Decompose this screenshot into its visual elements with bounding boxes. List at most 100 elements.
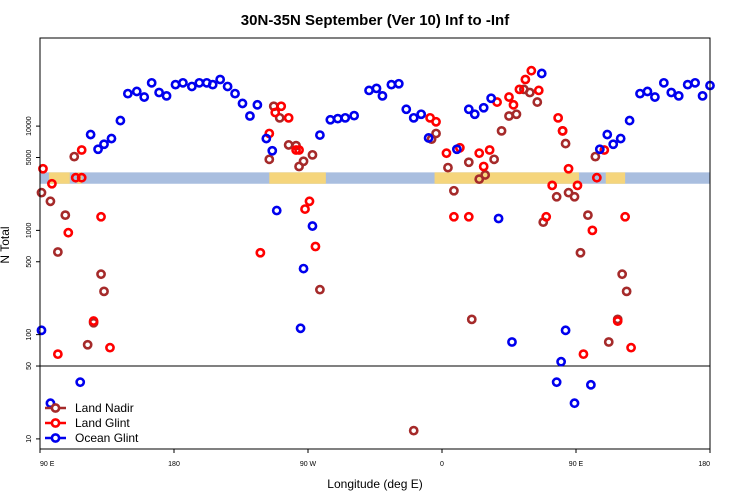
data-point (621, 286, 632, 297)
data-point (532, 97, 543, 107)
data-point (508, 99, 519, 110)
y-tick-label: 5000 (26, 150, 33, 166)
data-point (96, 269, 106, 280)
data-point (585, 379, 596, 390)
data-point (69, 151, 80, 162)
data-point (386, 79, 397, 90)
data-point (599, 145, 610, 155)
data-point (194, 77, 205, 88)
x-tick-label: 0 (440, 461, 444, 468)
data-point (36, 325, 47, 336)
data-point (271, 205, 282, 216)
axis-layer: 90 E 180 90 W 0 90 E 180 10 50 100 500 1000 5000 100… (26, 116, 711, 468)
data-point (186, 81, 197, 92)
data-point (658, 77, 669, 88)
data-point (489, 154, 500, 165)
data-point (408, 112, 419, 123)
data-point (624, 115, 635, 126)
data-point (349, 110, 360, 121)
data-point (38, 163, 48, 174)
data-point (139, 92, 150, 102)
data-point (52, 247, 63, 257)
data-point (572, 180, 583, 191)
y-axis-label: N Total (0, 226, 12, 263)
data-point (377, 90, 388, 101)
data-point (276, 101, 287, 112)
data-point (466, 314, 477, 325)
data-point (441, 148, 452, 159)
band-highlight (48, 172, 70, 184)
data-point (222, 81, 233, 92)
data-point (154, 87, 165, 98)
data-point (615, 133, 626, 144)
data-point (478, 102, 489, 113)
data-point (533, 85, 544, 96)
data-point (255, 247, 266, 258)
data-point (591, 172, 602, 183)
band-highlight (605, 172, 626, 184)
data-point (563, 163, 574, 174)
data-point (551, 191, 562, 202)
data-point (294, 145, 304, 155)
data-point (620, 211, 631, 222)
data-point (63, 227, 74, 238)
data-point (551, 377, 562, 388)
data-point (603, 337, 614, 347)
data-point (408, 425, 419, 436)
y-tick-label: 10 (26, 435, 33, 443)
data-point (673, 90, 684, 101)
data-point (480, 170, 491, 180)
data-point (697, 90, 708, 101)
data-point (47, 178, 57, 189)
data-point (270, 107, 281, 118)
data-point (431, 128, 441, 139)
band-highlight (269, 172, 326, 184)
data-point (416, 109, 427, 120)
legend-label: Land Nadir (75, 401, 134, 415)
legend-marker (50, 403, 61, 413)
data-point (252, 99, 263, 110)
data-point (431, 116, 441, 127)
x-tick-label: 180 (698, 461, 710, 468)
x-axis-label: Longitude (deg E) (327, 477, 422, 491)
data-point (170, 79, 181, 90)
data-point (474, 148, 485, 159)
data-point (536, 68, 547, 79)
data-point (245, 111, 255, 121)
data-point (594, 144, 605, 155)
data-point (463, 104, 474, 115)
data-point (36, 187, 47, 198)
data-point (493, 213, 504, 224)
data-point (261, 133, 272, 144)
data-point (504, 92, 514, 102)
y-tick-label: 50 (26, 362, 33, 370)
data-point (315, 284, 325, 295)
data-point (161, 90, 172, 101)
data-point (511, 109, 522, 120)
data-point (298, 263, 309, 274)
data-point (105, 342, 115, 353)
data-point (364, 85, 374, 96)
data-point (423, 133, 434, 143)
data-point (507, 337, 517, 347)
data-point (617, 269, 628, 280)
data-point (463, 157, 474, 168)
band-rect (40, 172, 710, 184)
data-point (325, 114, 336, 125)
data-point (520, 74, 531, 85)
data-point (626, 342, 636, 353)
data-point (60, 210, 71, 221)
data-point (583, 210, 593, 221)
data-point (295, 323, 306, 334)
data-point (682, 79, 693, 90)
data-point (486, 93, 497, 104)
data-point (283, 140, 294, 150)
band-layer (40, 172, 710, 184)
legend-label: Land Glint (75, 416, 130, 430)
data-point (88, 316, 99, 326)
data-point (298, 156, 309, 167)
data-point (96, 211, 106, 222)
data-point (496, 125, 507, 136)
data-point (463, 211, 474, 222)
